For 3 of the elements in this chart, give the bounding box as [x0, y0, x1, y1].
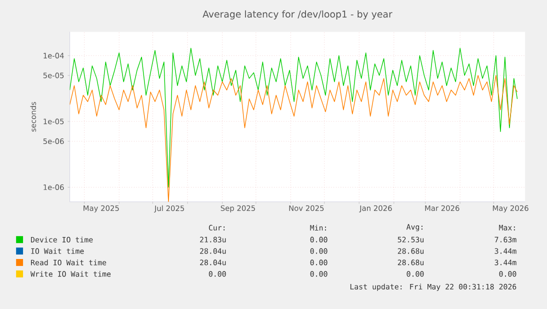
line-series: [70, 74, 518, 202]
chart-title: Average latency for /dev/loop1 - by year: [202, 10, 392, 20]
line-series: [70, 48, 518, 188]
